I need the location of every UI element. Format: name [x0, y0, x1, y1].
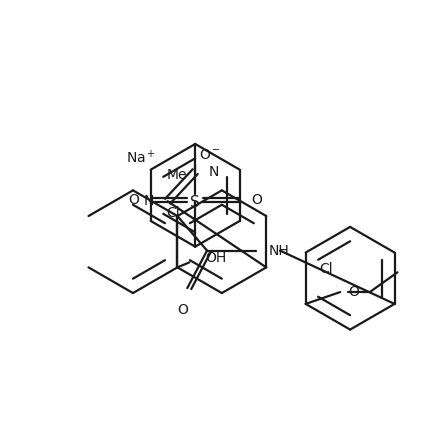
Text: O: O: [348, 285, 359, 299]
Text: Na$^+$: Na$^+$: [126, 149, 156, 166]
Text: Cl: Cl: [167, 206, 180, 220]
Text: O$^-$: O$^-$: [199, 148, 221, 162]
Text: O: O: [177, 303, 188, 317]
Text: N: N: [143, 194, 154, 208]
Text: O: O: [252, 193, 262, 207]
Text: Me: Me: [167, 168, 187, 182]
Text: O: O: [128, 193, 139, 207]
Text: OH: OH: [205, 251, 226, 265]
Text: NH: NH: [268, 244, 289, 258]
Text: S: S: [190, 195, 200, 210]
Text: N: N: [209, 165, 219, 179]
Text: Cl: Cl: [319, 262, 333, 276]
